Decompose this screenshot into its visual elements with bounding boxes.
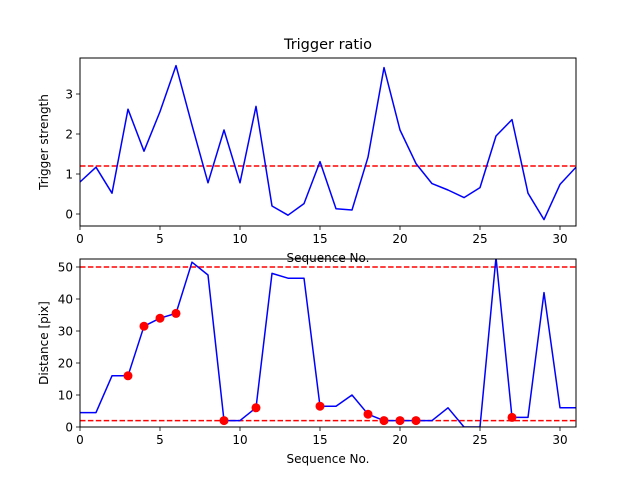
chart-1: 0 5 10 15 20 25 30 0 1 2 3 Sequence No. Trigger stre… [37,37,577,265]
chart-1-series-line-1 [80,64,576,221]
chart-1-axes-frame [79,57,577,227]
chart-2-y-axis-label: Distance [pix] [37,301,51,385]
chart-2-marker-point [315,401,325,411]
chart-2-marker-point [219,416,229,426]
chart-1-x-axis-label: Sequence No. [287,251,370,265]
chart-2-y-tick-label: 10 [58,389,73,403]
chart-2-marker-point [363,409,373,419]
chart-2-x-axis-label: Sequence No. [287,452,370,466]
chart-2-marker-point [123,371,133,381]
chart-2-y-tick-label: 30 [58,325,73,339]
chart-2-marker-point [139,321,149,331]
chart-1-title: Trigger ratio [283,37,372,53]
chart-1-y-tick-label: 2 [65,128,73,142]
chart-2-axes-frame [79,258,577,428]
chart-1-y-axis-label: Trigger strength [37,94,51,191]
chart-2-marker-point [395,416,405,426]
chart-2-x-tick-label: 25 [472,433,487,447]
chart-2-y-tick-label: 50 [58,261,73,275]
chart-1-y-tick-label: 3 [65,88,73,102]
chart-1-x-tick-label: 10 [232,232,247,246]
chart-1-plot-area [80,64,576,221]
chart-1-x-tick-label: 20 [392,232,407,246]
chart-2-plot-area [80,259,576,427]
chart-1-y-tick-label: 1 [65,168,73,182]
chart-2-y-tick-label: 0 [65,421,73,435]
chart-2: 0 5 10 15 20 25 30 0 10 20 30 40 50 Sequence No. Dista… [37,258,577,466]
chart-2-marker-point [507,412,517,422]
chart-2-marker-point [251,403,261,413]
chart-2-x-tick-label: 5 [156,433,164,447]
chart-2-series-line-1 [80,259,576,427]
chart-2-x-tick-label: 0 [76,433,84,447]
chart-2-x-tick-label: 30 [552,433,567,447]
chart-1-y-tick-label: 0 [65,208,73,222]
chart-1-x-tick-label: 30 [552,232,567,246]
chart-1-x-tick-label: 25 [472,232,487,246]
chart-2-marker-point [155,313,165,323]
chart-1-x-tick-label: 15 [312,232,327,246]
chart-1-x-tick-label: 5 [156,232,164,246]
chart-2-y-tick-label: 20 [58,357,73,371]
chart-2-x-tick-label: 20 [392,433,407,447]
chart-1-x-tick-label: 0 [76,232,84,246]
chart-2-marker-point [411,416,421,426]
chart-2-x-tick-label: 10 [232,433,247,447]
chart-2-x-tick-label: 15 [312,433,327,447]
chart-2-marker-point [379,416,389,426]
chart-2-marker-point [171,308,181,318]
chart-2-y-tick-label: 40 [58,293,73,307]
